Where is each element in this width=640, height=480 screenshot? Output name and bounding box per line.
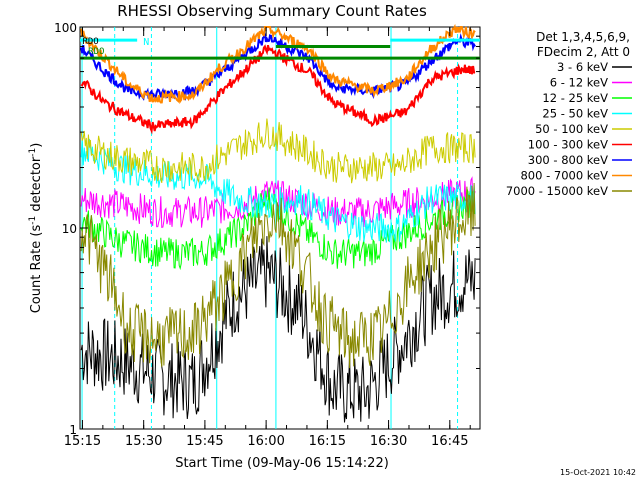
- series-line: [80, 236, 476, 423]
- legend-label: 100 - 300 keV: [528, 138, 608, 152]
- series-line: [80, 182, 476, 369]
- y-tick-label: 10: [62, 222, 77, 236]
- x-tick-label: 16:45: [431, 434, 468, 449]
- legend-header-2: FDecim 2, Att 0: [537, 45, 630, 59]
- y-axis-label: Count Rate (s-1 detector-1): [28, 143, 44, 314]
- series-line: [80, 176, 476, 229]
- y-axis-label-close: ): [29, 143, 44, 148]
- legend-label: 7000 - 15000 keV: [506, 184, 608, 198]
- series-line: [80, 44, 476, 135]
- legend-header-1: Det 1,3,4,5,6,9,: [536, 30, 630, 44]
- legend-label: 6 - 12 keV: [550, 76, 608, 90]
- x-tick-label: 15:45: [186, 434, 223, 449]
- y-axis-label-exp2: -1: [28, 148, 38, 157]
- x-tick-label: 16:30: [370, 434, 407, 449]
- legend-label: 3 - 6 keV: [557, 60, 608, 74]
- series-line: [80, 23, 476, 105]
- legend: Det 1,3,4,5,6,9, FDecim 2, Att 0 3 - 6 k…: [506, 30, 632, 198]
- x-tick-label: 16:15: [309, 434, 346, 449]
- x-tick-label: 15:30: [125, 434, 162, 449]
- legend-label: 12 - 25 keV: [542, 91, 608, 105]
- status-label-rdo: RDO: [88, 47, 104, 57]
- legend-label: 800 - 7000 keV: [520, 169, 608, 183]
- legend-label: 25 - 50 keV: [542, 107, 608, 121]
- y-ticks: 1 10 100: [54, 21, 480, 437]
- series-lines: [80, 23, 476, 423]
- y-axis-label-exp: -1: [28, 216, 38, 225]
- status-label-corner: RDO: [82, 37, 98, 47]
- x-ticks: 15:15 15:30 15:45 16:00 16:15 16:30 16:45: [64, 27, 471, 449]
- legend-label: 50 - 100 keV: [535, 122, 608, 136]
- status-label-n: N: [143, 37, 149, 48]
- x-tick-label: 16:00: [247, 434, 284, 449]
- footer-timestamp: 15-Oct-2021 10:42: [560, 468, 636, 477]
- y-tick-label: 1: [69, 423, 77, 437]
- x-tick-label: 15:15: [64, 434, 101, 449]
- y-axis-label-tail: detector: [29, 156, 44, 216]
- y-tick-label: 100: [54, 21, 77, 35]
- series-line: [80, 118, 476, 184]
- y-axis-label-main: Count Rate (s: [29, 225, 44, 314]
- x-axis-label: Start Time (09-May-06 15:14:22): [175, 456, 389, 471]
- chart-title: RHESSI Observing Summary Count Rates: [117, 2, 427, 20]
- legend-label: 300 - 800 keV: [528, 153, 608, 167]
